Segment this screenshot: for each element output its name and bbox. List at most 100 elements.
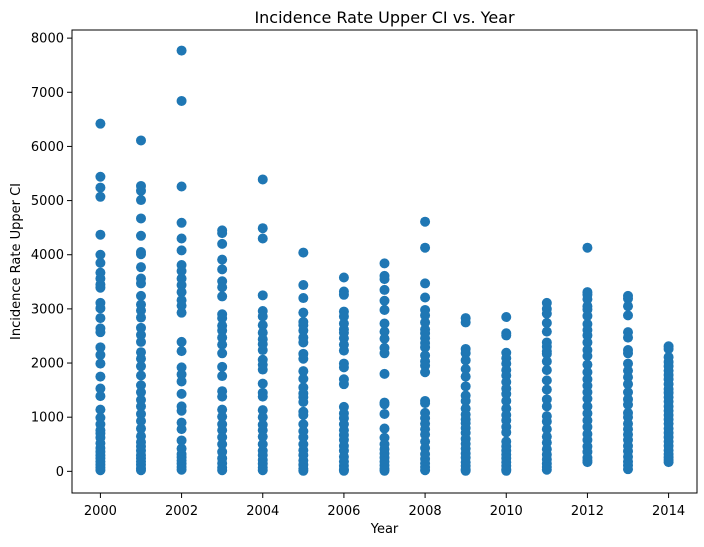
data-point: [460, 348, 471, 359]
data-point: [217, 332, 228, 343]
x-tick-label: 2000: [84, 504, 117, 519]
data-point: [135, 423, 146, 434]
data-point: [135, 262, 146, 273]
data-point: [420, 310, 431, 321]
data-point: [95, 313, 106, 324]
x-tick-label: 2010: [490, 504, 523, 519]
data-point: [257, 431, 268, 442]
data-point: [176, 245, 187, 256]
data-point: [176, 388, 187, 399]
data-point: [420, 317, 431, 328]
y-tick-label: 4000: [31, 248, 64, 263]
data-point: [460, 465, 471, 476]
data-point: [623, 399, 634, 410]
data-point: [298, 307, 309, 318]
data-point: [582, 401, 593, 412]
data-point: [379, 274, 390, 285]
data-point: [582, 457, 593, 468]
data-point: [95, 391, 106, 402]
data-point: [176, 464, 187, 475]
data-point: [298, 325, 309, 336]
data-point: [541, 326, 552, 337]
data-point: [460, 363, 471, 374]
x-axis: 2000 2002 2004 2006 2008 2010 2012 2014: [84, 493, 685, 519]
data-point: [298, 293, 309, 304]
data-point: [420, 216, 431, 227]
data-point: [176, 336, 187, 347]
data-point: [582, 330, 593, 341]
data-point: [420, 242, 431, 253]
x-tick-label: 2014: [652, 504, 685, 519]
data-point: [217, 411, 228, 422]
data-point: [135, 401, 146, 412]
data-point: [95, 171, 106, 182]
data-point: [135, 408, 146, 419]
data-point: [217, 238, 228, 249]
data-point: [338, 362, 349, 373]
data-point: [135, 370, 146, 381]
data-point: [501, 312, 512, 323]
data-point: [379, 423, 390, 434]
data-point: [135, 415, 146, 426]
data-point: [95, 404, 106, 415]
data-point: [217, 361, 228, 372]
data-point: [217, 425, 228, 436]
data-point: [582, 359, 593, 370]
data-point: [135, 278, 146, 289]
data-point: [217, 228, 228, 239]
data-point: [541, 375, 552, 386]
data-point: [135, 135, 146, 146]
data-point: [135, 249, 146, 260]
data-point: [379, 326, 390, 337]
data-point: [217, 313, 228, 324]
data-point: [582, 367, 593, 378]
y-tick-label: 6000: [31, 140, 64, 155]
data-point: [501, 388, 512, 399]
data-point: [379, 304, 390, 315]
data-point: [135, 322, 146, 333]
y-tick-label: 3000: [31, 302, 64, 317]
data-point: [379, 348, 390, 359]
data-point: [298, 465, 309, 476]
data-point: [623, 464, 634, 475]
y-tick-label: 2000: [31, 357, 64, 372]
data-point: [623, 379, 634, 390]
data-point: [379, 295, 390, 306]
data-point: [176, 435, 187, 446]
data-point: [135, 336, 146, 347]
y-tick-label: 1000: [31, 411, 64, 426]
data-point: [95, 257, 106, 268]
x-tick-label: 2006: [327, 504, 360, 519]
data-point: [176, 265, 187, 276]
data-point: [176, 424, 187, 435]
data-point: [217, 439, 228, 450]
data-point: [541, 394, 552, 405]
data-point: [541, 348, 552, 359]
data-point: [623, 358, 634, 369]
data-point: [541, 464, 552, 475]
data-point: [420, 278, 431, 289]
data-point: [257, 223, 268, 234]
data-point: [420, 292, 431, 303]
data-point: [95, 118, 106, 129]
data-point: [582, 310, 593, 321]
data-point: [541, 401, 552, 412]
x-tick-label: 2008: [409, 504, 442, 519]
data-point: [582, 393, 593, 404]
data-point: [135, 387, 146, 398]
data-point: [623, 332, 634, 343]
data-point: [217, 465, 228, 476]
data-point: [217, 254, 228, 265]
data-point: [501, 427, 512, 438]
data-point: [298, 432, 309, 443]
data-point: [663, 343, 674, 354]
data-point: [298, 337, 309, 348]
data-point: [582, 294, 593, 305]
data-point: [420, 367, 431, 378]
data-point: [623, 293, 634, 304]
data-point: [176, 405, 187, 416]
data-point: [95, 371, 106, 382]
y-tick-label: 5000: [31, 194, 64, 209]
data-point: [338, 289, 349, 300]
chart-title: Incidence Rate Upper CI vs. Year: [254, 8, 515, 27]
